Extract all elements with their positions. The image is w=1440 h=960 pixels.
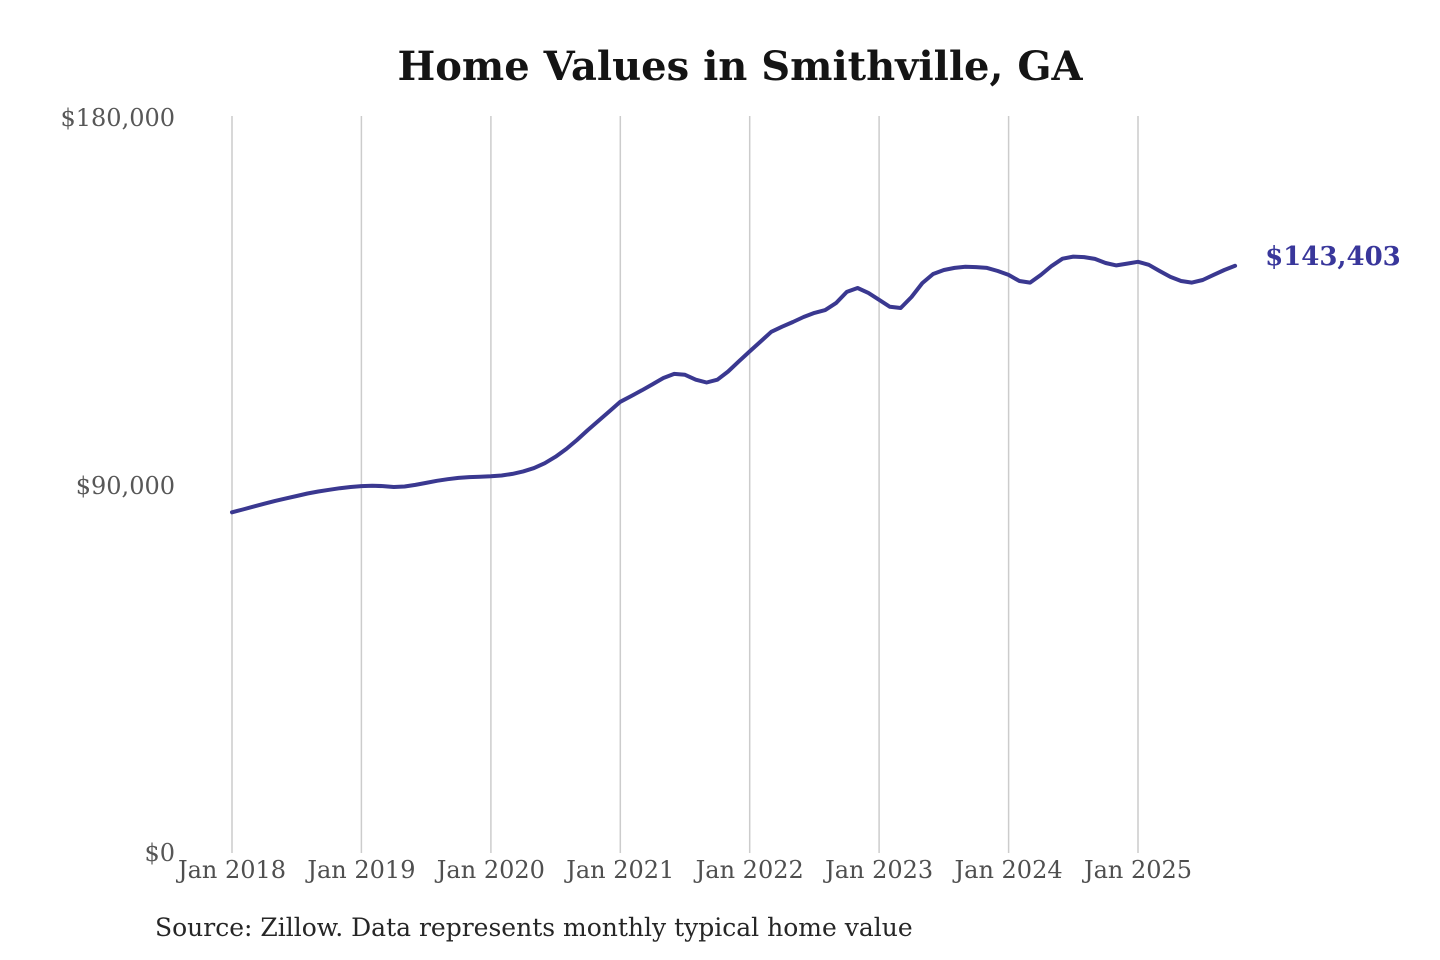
y-tick-label-180000: $180,000: [60, 104, 175, 132]
y-tick-label-90000: $90,000: [75, 472, 175, 500]
x-tick-label-2025: Jan 2025: [1083, 856, 1193, 884]
x-tick-label-2022: Jan 2022: [695, 856, 804, 884]
home-value-line: [230, 254, 1238, 515]
x-tick-label-2021: Jan 2021: [566, 856, 675, 884]
latest-value-label: $143,403: [1265, 241, 1401, 272]
x-tick-label-2023: Jan 2023: [825, 856, 934, 884]
y-tick-label-0: $0: [144, 839, 175, 867]
chart-title: Home Values in Smithville, GA: [397, 43, 1083, 90]
source-note: Source: Zillow. Data represents monthly …: [155, 913, 913, 942]
x-tick-label-2019: Jan 2019: [307, 856, 416, 884]
x-tick-label-2024: Jan 2024: [954, 856, 1063, 884]
x-tick-label-2020: Jan 2020: [436, 856, 545, 884]
x-tick-label-2018: Jan 2018: [177, 856, 287, 884]
